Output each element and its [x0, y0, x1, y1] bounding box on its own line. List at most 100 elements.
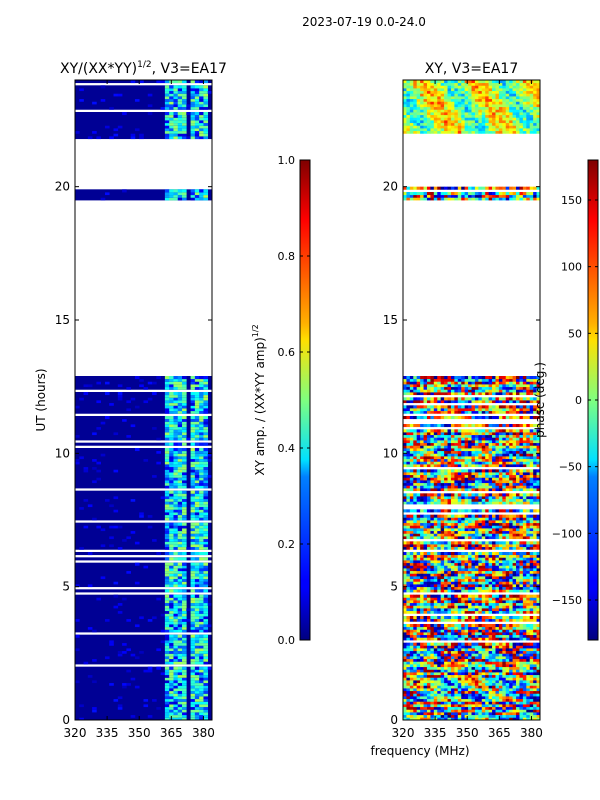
phase-heatmap-cell	[468, 546, 472, 550]
phase-heatmap-cell	[488, 682, 493, 686]
amplitude-heatmap-cell	[190, 432, 196, 436]
phase-heatmap-cell	[516, 706, 520, 710]
phase-heatmap-cell	[464, 688, 469, 692]
phase-heatmap-cell	[454, 546, 459, 550]
amplitude-heatmap-cell	[199, 192, 204, 196]
phase-heatmap-cell	[516, 637, 520, 641]
phase-heatmap-cell	[512, 562, 517, 566]
phase-heatmap-cell	[471, 648, 476, 652]
amplitude-heatmap-cell	[113, 698, 119, 702]
phase-heatmap-cell	[509, 578, 513, 582]
phase-heatmap-cell	[430, 541, 435, 545]
phase-heatmap-cell	[474, 608, 479, 612]
phase-heatmap-cell	[464, 669, 469, 673]
amplitude-heatmap-cell	[199, 448, 204, 452]
phase-heatmap-cell	[444, 533, 448, 537]
phase-heatmap-cell	[468, 610, 472, 614]
amplitude-heatmap-row	[75, 434, 212, 438]
phase-heatmap-cell	[533, 525, 537, 529]
phase-heatmap-cell	[403, 680, 407, 684]
amplitude-heatmap-cell	[182, 426, 187, 430]
amplitude-heatmap-cell	[117, 650, 123, 654]
phase-heatmap-cell	[495, 656, 500, 660]
phase-heatmap-cell	[522, 594, 527, 598]
phase-heatmap-cell	[406, 517, 411, 521]
phase-heatmap-cell	[440, 629, 445, 633]
phase-heatmap-cell	[461, 605, 465, 609]
phase-heatmap-cell	[485, 637, 489, 641]
amplitude-heatmap-cell	[173, 85, 179, 89]
phase-heatmap-cell	[478, 688, 483, 692]
phase-heatmap-cell	[420, 560, 424, 564]
amplitude-heatmap-cell	[182, 120, 187, 124]
phase-heatmap-cell	[416, 616, 421, 620]
phase-heatmap-cell	[440, 522, 445, 526]
phase-heatmap-cell	[464, 608, 469, 612]
amplitude-heatmap-cell	[169, 685, 174, 689]
amplitude-heatmap-cell	[199, 701, 204, 705]
phase-heatmap-cell	[509, 488, 513, 492]
phase-heatmap-cell	[464, 565, 469, 569]
phase-heatmap-cell	[502, 472, 507, 476]
phase-heatmap-cell	[526, 528, 531, 532]
amplitude-heatmap-row	[75, 693, 212, 697]
phase-heatmap-cell	[450, 688, 455, 692]
amplitude-heatmap-cell	[203, 602, 209, 606]
phase-heatmap-cell	[522, 565, 527, 569]
phase-heatmap-cell	[437, 698, 441, 702]
phase-heatmap-cell	[502, 498, 507, 502]
phase-heatmap-cell	[536, 717, 540, 720]
amplitude-heatmap-cell	[169, 512, 174, 516]
phase-heatmap-cell	[526, 677, 531, 681]
phase-heatmap-cell	[502, 562, 507, 566]
phase-heatmap-cell	[409, 496, 414, 500]
amplitude-heatmap-row	[75, 114, 212, 118]
phase-heatmap-cell	[495, 568, 500, 572]
amplitude-heatmap-cell	[182, 624, 187, 628]
phase-heatmap-cell	[454, 632, 459, 636]
phase-heatmap-cell	[481, 664, 486, 668]
phase-heatmap-cell	[522, 709, 527, 713]
amplitude-heatmap-cell	[75, 130, 80, 134]
amplitude-heatmap-cell	[182, 504, 187, 508]
phase-heatmap-cell	[464, 541, 469, 545]
phase-heatmap-cell	[406, 616, 411, 620]
phase-heatmap-cell	[516, 584, 520, 588]
amplitude-heatmap-cell	[199, 437, 204, 441]
phase-heatmap-cell	[461, 584, 465, 588]
phase-heatmap-cell	[478, 546, 483, 550]
amplitude-heatmap-row	[75, 530, 212, 534]
amplitude-heatmap-cell	[164, 90, 170, 94]
amplitude-heatmap-cell	[177, 701, 183, 705]
phase-heatmap-cell	[478, 653, 483, 657]
phase-heatmap-cell	[450, 533, 455, 537]
phase-heatmap-cell	[426, 608, 431, 612]
amplitude-heatmap-cell	[203, 117, 209, 121]
amplitude-heatmap-cell	[169, 640, 174, 644]
phase-heatmap-cell	[403, 469, 407, 473]
phase-heatmap-cell	[457, 608, 462, 612]
amplitude-heatmap-cell	[164, 666, 170, 670]
phase-heatmap-cell	[437, 560, 441, 564]
amplitude-heatmap-cell	[177, 197, 183, 201]
amplitude-heatmap-cell	[164, 461, 170, 465]
phase-heatmap-cell	[468, 482, 472, 486]
phase-heatmap-cell	[444, 501, 448, 505]
phase-heatmap-cell	[409, 648, 414, 652]
phase-heatmap-cell	[516, 488, 520, 492]
amplitude-heatmap-cell	[194, 538, 200, 542]
phase-heatmap-cell	[413, 570, 417, 574]
amplitude-heatmap-cell	[182, 493, 187, 497]
phase-heatmap-cell	[519, 605, 524, 609]
phase-heatmap-cell	[416, 562, 421, 566]
phase-heatmap-cell	[478, 501, 483, 505]
amplitude-heatmap-cell	[164, 514, 170, 518]
amplitude-heatmap-cell	[177, 458, 183, 462]
phase-heatmap-cell	[536, 602, 540, 606]
phase-heatmap-cell	[457, 477, 462, 481]
amplitude-heatmap-cell	[203, 669, 209, 673]
amplitude-heatmap-cell	[164, 648, 170, 652]
phase-heatmap-cell	[468, 565, 472, 569]
phase-heatmap-cell	[536, 608, 540, 612]
amplitude-heatmap-cell	[199, 378, 204, 382]
